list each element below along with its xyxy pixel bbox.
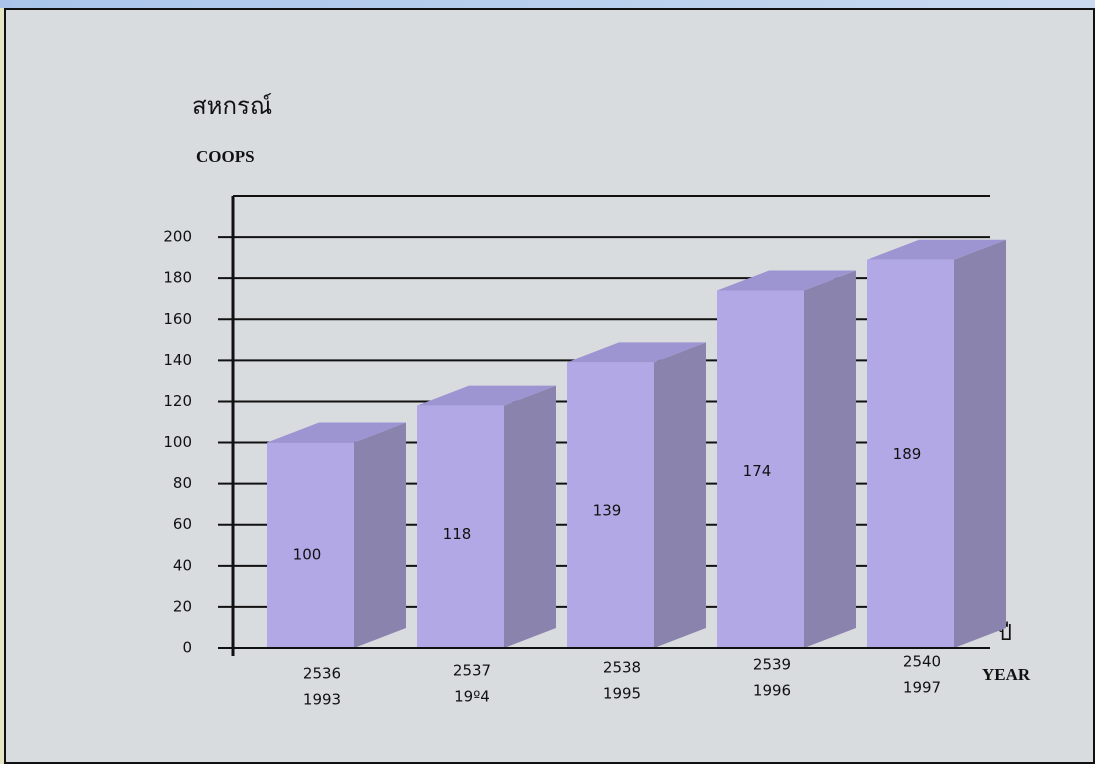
value-label: 189 bbox=[893, 445, 922, 463]
value-label: 100 bbox=[293, 546, 322, 564]
bar bbox=[717, 290, 804, 648]
bar bbox=[417, 405, 504, 648]
bar-top bbox=[567, 342, 706, 363]
bar-side bbox=[354, 422, 406, 648]
y-tick-label: 0 bbox=[182, 639, 192, 657]
bar-side bbox=[804, 270, 856, 648]
x-tick-label: 1993 bbox=[303, 691, 341, 709]
x-tick-label: 1996 bbox=[753, 682, 791, 700]
bar bbox=[267, 442, 354, 648]
bar-top bbox=[417, 385, 556, 406]
bar-top bbox=[267, 422, 406, 443]
y-tick-label: 180 bbox=[163, 269, 192, 287]
top-strip bbox=[0, 0, 1095, 8]
bar bbox=[867, 259, 954, 648]
x-tick-label: 19º4 bbox=[454, 688, 490, 706]
y-tick-label: 80 bbox=[173, 474, 192, 492]
value-label: 174 bbox=[743, 462, 772, 480]
bar-side bbox=[504, 385, 556, 648]
x-tick-label: 2538 bbox=[603, 659, 641, 677]
bar-side bbox=[654, 342, 706, 648]
plot: 0 20 40 60 80 100 120 140 160 180 200 100 2536 1993 11… bbox=[163, 195, 1006, 709]
x-axis-title: YEAR bbox=[982, 665, 1031, 684]
y-tick-label: 60 bbox=[173, 515, 192, 533]
value-label: 118 bbox=[443, 525, 472, 543]
bar-side bbox=[954, 239, 1006, 648]
bar bbox=[567, 362, 654, 648]
y-tick-label: 100 bbox=[163, 433, 192, 451]
value-label: 139 bbox=[593, 501, 622, 519]
y-axis-title-thai: สหกรณ์ bbox=[192, 92, 272, 120]
y-tick-label: 160 bbox=[163, 310, 192, 328]
bar-top bbox=[717, 270, 856, 291]
x-tick-label: 2537 bbox=[453, 662, 491, 680]
y-tick-label: 20 bbox=[173, 597, 192, 615]
y-tick-label: 40 bbox=[173, 556, 192, 574]
bar-top bbox=[867, 239, 1006, 260]
x-tick-label: 2540 bbox=[903, 653, 941, 671]
y-tick-label: 200 bbox=[163, 228, 192, 246]
y-tick-label: 140 bbox=[163, 351, 192, 369]
x-tick-label: 1995 bbox=[603, 685, 641, 703]
y-tick-label: 120 bbox=[163, 392, 192, 410]
y-axis-title: COOPS bbox=[196, 147, 255, 166]
x-tick-label: 2539 bbox=[753, 656, 791, 674]
x-tick-label: 2536 bbox=[303, 665, 341, 683]
x-tick-label: 1997 bbox=[903, 679, 941, 697]
